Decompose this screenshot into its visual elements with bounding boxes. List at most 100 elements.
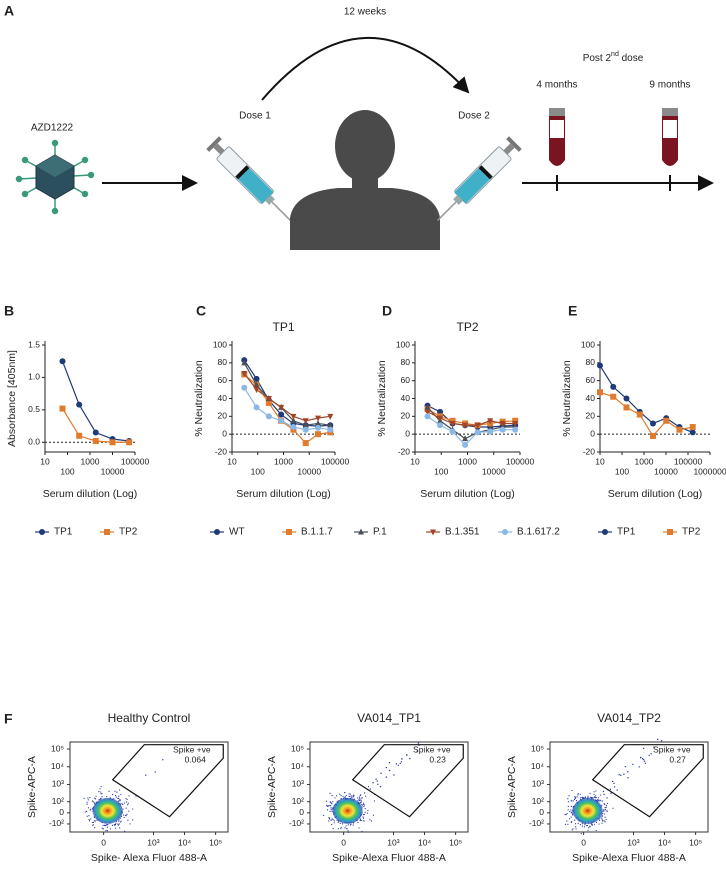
event-dot [331, 795, 333, 797]
event-dot [115, 822, 117, 824]
event-dot [571, 814, 574, 816]
event-dot [360, 800, 362, 802]
event-dot [605, 810, 607, 812]
event-dot [102, 824, 104, 826]
chart-title: TP2 [456, 320, 478, 334]
x-axis-title: Spike- Alexa Fluor 488-A [91, 852, 207, 864]
event-dot [565, 813, 567, 816]
y-tick-label: 1.0 [28, 372, 40, 382]
event-dot [571, 789, 573, 792]
event-dot [348, 795, 350, 798]
event-dot [337, 828, 339, 830]
x-tick-label: 100000 [321, 456, 350, 466]
event-dot [377, 783, 379, 785]
event-dot [366, 812, 369, 814]
x-tick-label: 100000 [121, 456, 150, 466]
event-dot [98, 791, 100, 793]
event-dot [380, 772, 382, 775]
legend-label: WT [229, 527, 245, 538]
series-line [427, 411, 516, 426]
event-dot [650, 753, 652, 755]
data-point [676, 426, 683, 433]
event-dot [627, 777, 629, 779]
data-point [315, 415, 322, 422]
x-tick-label: 10000 [482, 466, 506, 476]
data-point [241, 359, 248, 366]
event-dot [339, 822, 341, 824]
event-dot [101, 796, 103, 798]
event-dot [573, 798, 576, 800]
event-dot [91, 821, 94, 824]
panel-label: D [382, 303, 392, 319]
x-tick-label: 0 [341, 837, 346, 847]
event-dot [333, 820, 335, 822]
x-tick-label: 100 [251, 466, 265, 476]
event-dot [114, 824, 116, 827]
event-dot [360, 799, 362, 801]
event-dot [577, 822, 579, 824]
event-dot [618, 774, 620, 776]
event-dot [351, 796, 353, 798]
event-dot [638, 766, 640, 768]
event-dot [86, 815, 88, 817]
y-tick-label: 10⁴ [291, 761, 304, 771]
data-point [290, 413, 297, 420]
dose1-label: Dose 1 [239, 111, 271, 122]
event-dot [642, 758, 645, 761]
series-line [61, 360, 130, 442]
legend-label: B.1.351 [445, 527, 480, 538]
event-dot [325, 800, 328, 802]
dose2-label: Dose 2 [458, 111, 490, 122]
event-dot [349, 795, 351, 797]
event-dot [119, 800, 121, 802]
data-point [623, 404, 630, 411]
event-dot [344, 796, 347, 798]
data-point [424, 403, 431, 410]
event-dot [128, 810, 130, 812]
event-dot [118, 823, 120, 825]
event-dot [106, 830, 108, 832]
event-dot [611, 780, 614, 783]
data-point [76, 432, 83, 439]
legend-swatch [602, 529, 608, 535]
event-dot [612, 807, 614, 809]
event-dot [334, 797, 336, 799]
event-dot [362, 802, 365, 804]
event-dot [162, 759, 164, 761]
event-dot [575, 826, 577, 828]
event-dot [109, 828, 111, 830]
y-tick-label: 10² [52, 796, 64, 806]
data-point [253, 375, 260, 382]
y-tick-label: 60 [401, 375, 411, 385]
legend-swatch [39, 529, 45, 535]
event-dot [352, 796, 354, 798]
event-dot [115, 796, 117, 798]
syringe-icon [437, 136, 522, 221]
event-dot [101, 827, 103, 829]
data-point [424, 413, 431, 420]
x-axis-title: Serum dilution (Log) [236, 488, 331, 500]
data-point [253, 404, 260, 411]
event-dot [598, 799, 600, 801]
event-dot [352, 824, 354, 826]
data-point [449, 420, 456, 427]
data-point [689, 429, 696, 436]
event-dot [104, 824, 106, 826]
event-dot [593, 791, 595, 793]
event-dot [99, 788, 101, 790]
event-dot [362, 813, 364, 816]
y-tick-label: -20 [583, 446, 596, 456]
event-dot [598, 797, 600, 799]
event-dot [574, 797, 576, 799]
data-point [59, 405, 66, 412]
panel-label: C [196, 303, 206, 319]
data-point [487, 418, 494, 425]
event-dot [89, 797, 91, 799]
event-dot [570, 809, 572, 811]
x-tick-label: 10000 [101, 466, 125, 476]
event-dot [128, 795, 130, 797]
event-dot [568, 818, 571, 820]
x-axis-title: Spike-Alexa Fluor 488-A [332, 852, 446, 864]
y-axis-title: Absorbance [405nm] [6, 350, 18, 447]
